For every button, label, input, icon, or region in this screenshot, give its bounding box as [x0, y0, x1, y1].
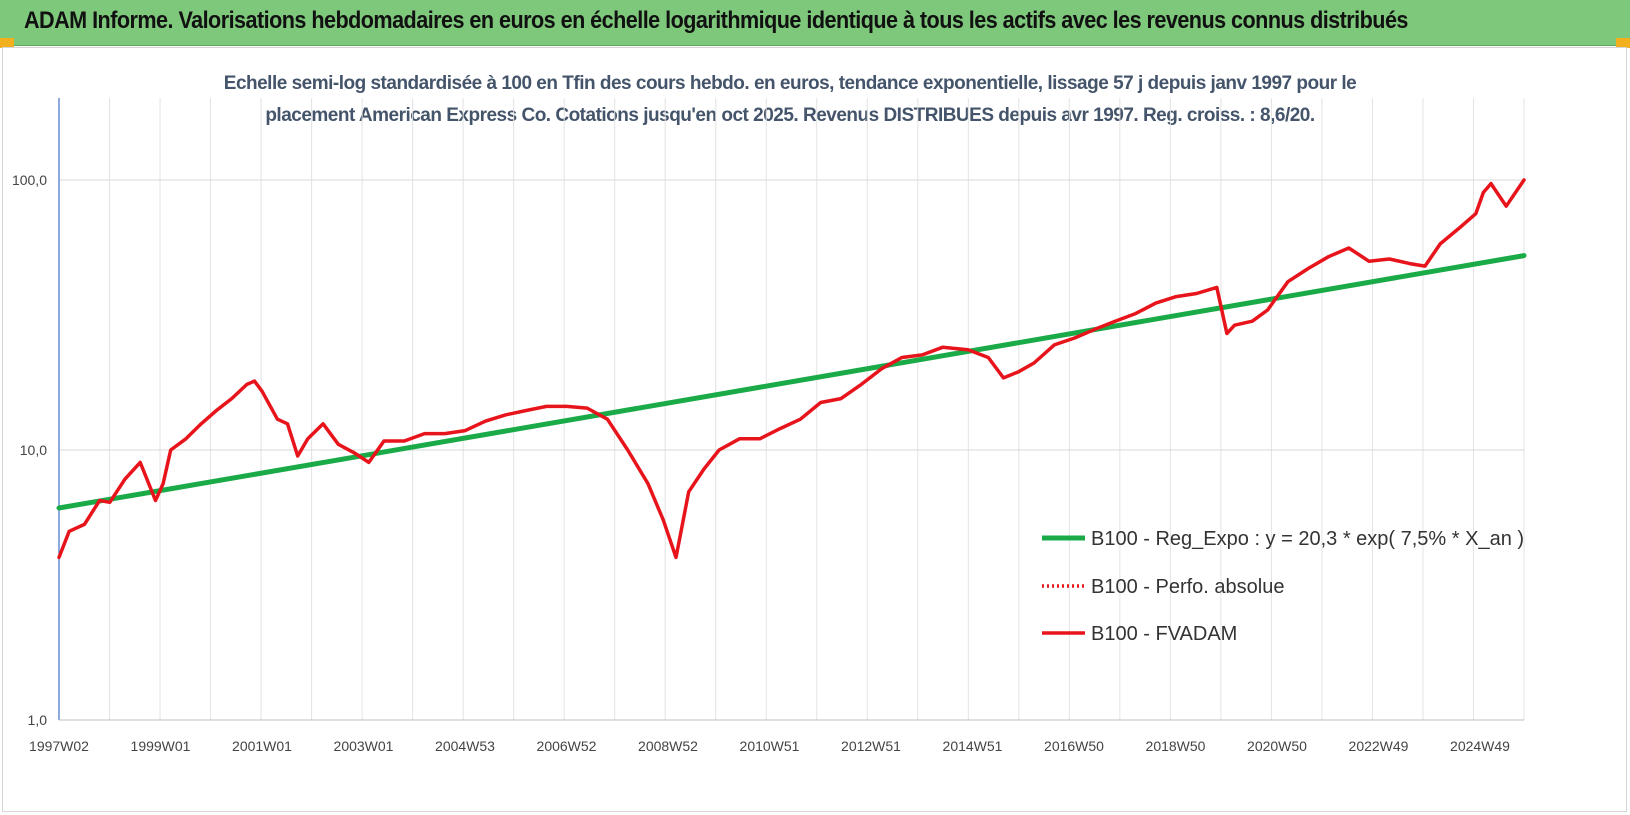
x-tick-label: 2003W01: [334, 738, 394, 754]
x-tick-label: 2001W01: [232, 738, 292, 754]
y-tick-labels: 1,0 10,0 100,0: [12, 172, 47, 728]
header-banner: ADAM Informe. Valorisations hebdomadaire…: [0, 0, 1630, 46]
y-tick-label: 10,0: [20, 442, 47, 458]
y-tick-label: 100,0: [12, 172, 47, 188]
x-tick-label: 2010W51: [740, 738, 800, 754]
x-tick-label: 1999W01: [131, 738, 191, 754]
chart-title: Echelle semi-log standardisée à 100 en T…: [223, 73, 1357, 126]
series-group: [56, 178, 1527, 560]
legend-item-fvadam-label: B100 - FVADAM: [1091, 623, 1237, 645]
y-tick-label: 1,0: [28, 712, 48, 728]
legend: B100 - Reg_Expo : y = 20,3 * exp( 7,5% *…: [1042, 528, 1524, 645]
grid-lines: [59, 98, 1525, 721]
x-tick-label: 2016W50: [1044, 738, 1104, 754]
legend-item-perfo-absolue-label: B100 - Perfo. absolue: [1091, 576, 1284, 598]
x-tick-label: 1997W02: [29, 738, 89, 754]
banner-title: ADAM Informe. Valorisations hebdomadaire…: [24, 7, 1408, 34]
x-tick-label: 2014W51: [943, 738, 1003, 754]
x-tick-label: 2018W50: [1146, 738, 1206, 754]
series-line-fvadam: [57, 178, 1526, 560]
x-tick-label: 2024W49: [1450, 738, 1510, 754]
legend-item-reg-expo-label: B100 - Reg_Expo : y = 20,3 * exp( 7,5% *…: [1091, 528, 1524, 550]
x-tick-label: 2020W50: [1247, 738, 1307, 754]
corner-marker-right: [1616, 38, 1630, 48]
x-tick-labels: 1997W02 1999W01 2001W01 2003W01 2004W53 2006W…: [29, 738, 1510, 754]
x-tick-label: 2012W51: [841, 738, 901, 754]
x-tick-label: 2008W52: [638, 738, 698, 754]
x-tick-label: 2006W52: [537, 738, 597, 754]
x-tick-label: 2022W49: [1349, 738, 1409, 754]
corner-marker-left: [0, 38, 14, 48]
series-line-reg-expo: [56, 253, 1527, 511]
x-tick-label: 2004W53: [435, 738, 495, 754]
chart-frame: [2, 47, 1627, 812]
